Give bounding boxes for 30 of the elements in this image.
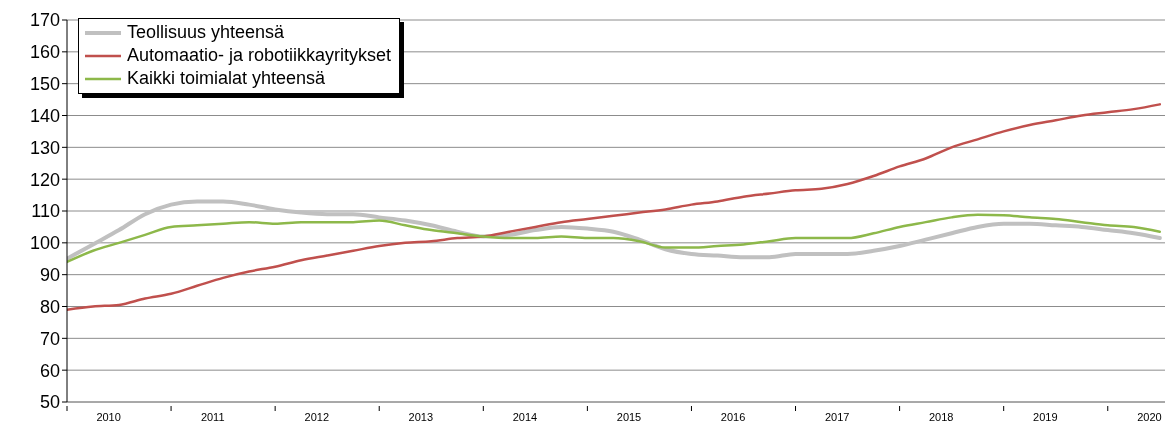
legend-label: Automaatio- ja robotiikkayritykset — [127, 45, 392, 66]
x-tick-label: 2014 — [512, 411, 538, 421]
x-tick-label: 2011 — [200, 411, 225, 421]
line-series — [67, 213, 1162, 264]
y-tick-label: 100 — [29, 233, 60, 254]
line-series — [67, 103, 1162, 311]
y-tick-label: 140 — [29, 105, 60, 126]
y-tick-label: 80 — [39, 296, 60, 317]
y-tick-label: 90 — [39, 265, 60, 286]
x-tick-label: 2020 — [1137, 411, 1162, 421]
line-series — [67, 199, 1162, 261]
y-tick-label: 50 — [39, 392, 60, 413]
x-tick-label: 2012 — [304, 411, 330, 421]
y-tick-label: 170 — [29, 10, 60, 31]
y-tick-label: 70 — [39, 328, 60, 349]
x-tick-label: 2013 — [408, 411, 434, 421]
x-tick-label: 2015 — [616, 411, 642, 421]
x-tick-label: 2019 — [1033, 411, 1058, 421]
legend-label: Kaikki toimialat yhteensä — [127, 68, 326, 89]
y-tick-label: 150 — [29, 74, 60, 95]
y-tick-label: 120 — [29, 169, 60, 190]
y-tick-label: 160 — [29, 42, 60, 63]
y-tick-label: 110 — [31, 201, 60, 222]
y-tick-label: 130 — [29, 137, 60, 158]
legend-label: Teollisuus yhteensä — [127, 22, 285, 43]
x-tick-label: 2017 — [824, 411, 850, 421]
x-tick-label: 2016 — [720, 411, 746, 421]
x-tick-label: 2018 — [928, 411, 954, 421]
x-tick-label: 2010 — [96, 411, 121, 421]
y-tick-label: 60 — [39, 360, 60, 381]
